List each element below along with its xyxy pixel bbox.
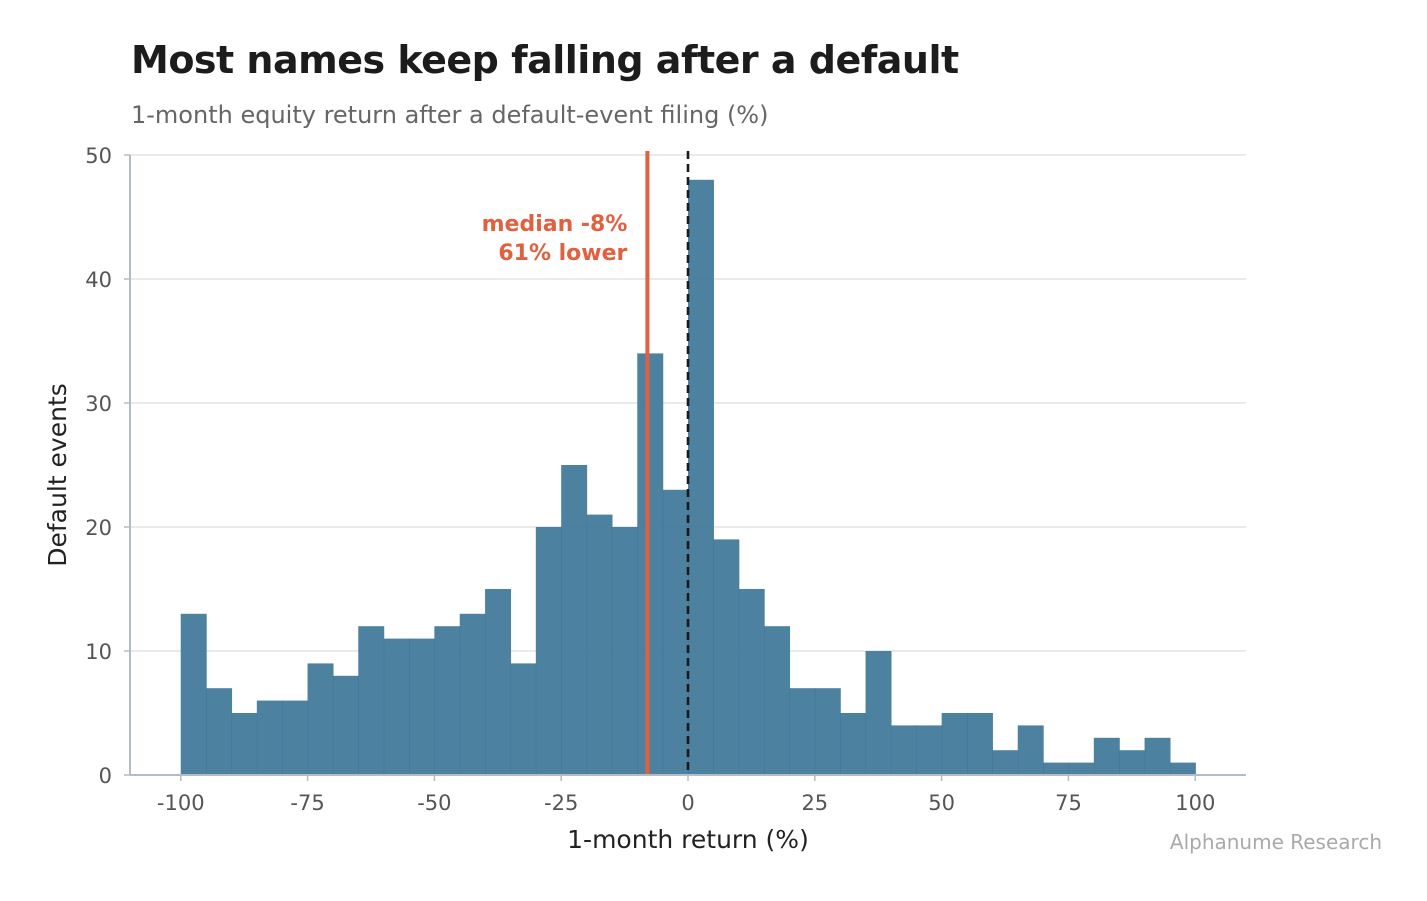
histogram-bar [967,713,993,775]
y-tick-label: 50 [85,144,112,168]
histogram-bar [1144,737,1171,775]
histogram-bar [1017,725,1044,775]
y-tick-label: 30 [85,392,112,416]
histogram-bar [814,688,841,775]
y-axis-title: Default events [43,383,72,567]
chart-title: Most names keep falling after a default [131,38,959,82]
histogram-bar [890,725,917,775]
x-tick-label: -100 [157,791,205,815]
x-tick-label: 75 [1055,791,1082,815]
histogram-bar [916,725,943,775]
chart-subtitle: 1-month equity return after a default-ev… [131,101,769,129]
histogram-bar [865,651,892,775]
reference-lines [645,151,690,775]
histogram-bar [637,353,664,775]
histogram-bar [1093,737,1120,775]
axes [124,154,1246,781]
histogram-bar [180,613,207,775]
histogram-bar [206,688,233,775]
y-tick-label: 40 [85,268,112,292]
histogram-bar [713,539,740,775]
histogram-bar [662,489,689,775]
histogram-bar [611,527,638,775]
histogram-bar [1169,762,1196,775]
y-tick-label: 0 [99,764,112,788]
x-tick-label: -25 [544,791,578,815]
histogram-bars [180,179,1196,776]
y-tick-label: 20 [85,516,112,540]
histogram-bar [282,700,309,775]
x-tick-label: -50 [417,791,451,815]
histogram-bar [332,675,359,775]
histogram-bar [358,626,385,775]
histogram-bar [992,750,1019,775]
histogram-bar [840,713,867,775]
histogram-bar [307,663,334,775]
histogram-bar [1068,762,1095,775]
histogram-bar [510,663,537,775]
histogram-bar [1043,762,1070,775]
histogram-bar [256,700,283,775]
histogram-bar [561,465,588,775]
histogram-bar [738,589,765,775]
source-credit: Alphanume Research [1169,830,1382,854]
median-annotation-line2: 61% lower [498,241,627,266]
y-tick-label: 10 [85,640,112,664]
x-tick-label: 100 [1175,791,1215,815]
histogram-bar [231,713,258,775]
histogram-bar [434,626,461,775]
histogram-bar [535,527,562,775]
histogram-bar [688,179,714,776]
x-tick-label: 50 [928,791,955,815]
histogram-bar [586,514,613,775]
histogram-bar [459,613,486,775]
histogram-bar [1119,750,1146,775]
tick-labels: 0 10 20 30 40 50 -100 -75 -50 -25 0 25 50 75 100 [85,144,1215,815]
histogram-bar [789,688,816,775]
x-tick-label: -75 [290,791,324,815]
histogram-bar [764,626,791,775]
histogram-bar [409,638,435,775]
x-tick-label: 25 [801,791,828,815]
histogram-bar [485,589,512,775]
histogram-bar [941,713,968,775]
median-annotation-line1: median -8% [482,212,628,237]
histogram-bar [383,638,410,775]
x-axis-title: 1-month return (%) [567,825,809,854]
x-tick-label: 0 [681,791,694,815]
